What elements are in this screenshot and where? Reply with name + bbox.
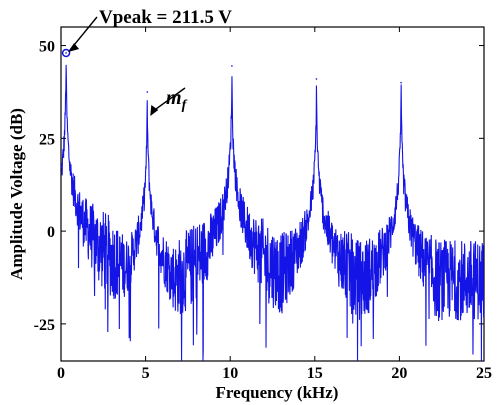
spectrum-line [60,64,485,362]
x-axis-label: Frequency (kHz) [216,383,339,402]
vpeak-annotation: Vpeak = 211.5 V [99,7,232,28]
peak-point-4 [400,81,402,84]
x-tick-label-4: 20 [391,365,407,382]
peak-point-2 [231,65,233,67]
y-tick-label-3: -25 [34,317,55,334]
plot-frame [60,26,485,362]
peak-point-1 [146,91,149,93]
annotation-layer: Vpeak = 211.5 Vmf [61,7,232,116]
mf-arrow-line [152,87,186,112]
ticks-layer: 0 5 10 15 20 25 50 25 0 -25 [34,27,492,382]
x-tick-label-1: 5 [142,365,150,382]
y-axis-label: Amplitude Voltage (dB) [7,108,26,280]
vpeak-marker [61,48,71,58]
x-tick-label-5: 25 [476,365,492,382]
mf-arrow-head [150,104,159,116]
spectrum-layer [60,52,485,362]
peak-point-0 [65,52,67,54]
peak-point-3 [315,78,318,80]
x-tick-label-0: 0 [57,365,65,382]
y-tick-label-1: 25 [39,131,55,148]
y-tick-label-2: 0 [47,224,55,241]
x-tick-label-2: 10 [222,365,238,382]
vpeak-arrow-head [68,42,80,52]
x-tick-label-3: 15 [307,365,323,382]
y-tick-label-0: 50 [39,39,55,56]
